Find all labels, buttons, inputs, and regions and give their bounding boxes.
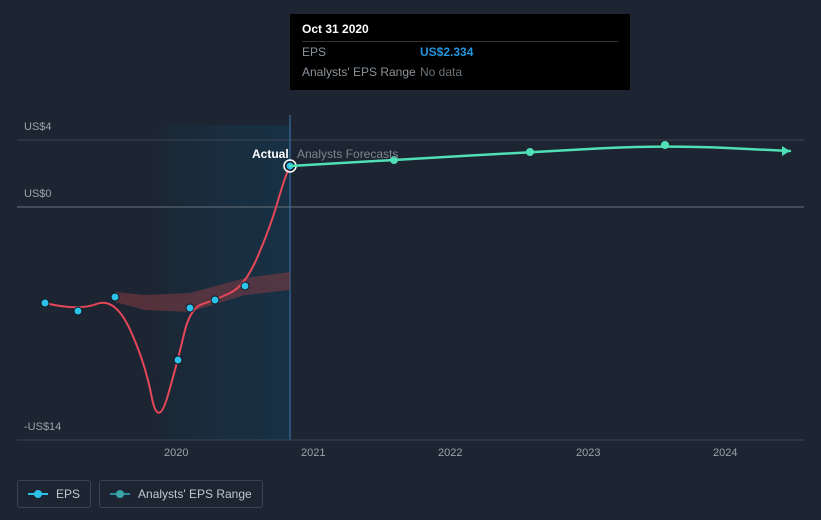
tooltip-date: Oct 31 2020: [302, 22, 618, 42]
tooltip-range-value: No data: [420, 65, 462, 79]
legend-swatch-eps: [28, 490, 48, 498]
tooltip-range-label: Analysts' EPS Range: [302, 65, 420, 79]
actual-region-label: Actual: [252, 147, 289, 161]
x-tick-label: 2024: [713, 447, 737, 459]
chart-legend: EPS Analysts' EPS Range: [17, 480, 263, 508]
eps-chart: US$4 US$0 -US$14 2020 2021 2022 2023 2024 Actu…: [17, 0, 804, 505]
chart-tooltip: Oct 31 2020 EPS US$2.334 Analysts' EPS R…: [290, 14, 630, 90]
tooltip-row-eps: EPS US$2.334: [302, 42, 618, 62]
legend-dot-eps: [34, 490, 42, 498]
tooltip-eps-value: US$2.334: [420, 45, 473, 59]
tooltip-eps-label: EPS: [302, 45, 420, 59]
y-tick-label: US$0: [24, 188, 52, 200]
legend-item-range[interactable]: Analysts' EPS Range: [99, 480, 263, 508]
x-tick-label: 2020: [164, 447, 188, 459]
x-tick-label: 2022: [438, 447, 462, 459]
x-tick-label: 2023: [576, 447, 600, 459]
tooltip-row-range: Analysts' EPS Range No data: [302, 62, 618, 82]
x-tick-label: 2021: [301, 447, 325, 459]
legend-item-eps[interactable]: EPS: [17, 480, 91, 508]
gridlines: [17, 140, 804, 440]
eps-forecast-arrow: [782, 146, 790, 156]
legend-dot-range: [116, 490, 124, 498]
y-tick-label: -US$14: [24, 421, 61, 433]
legend-label-eps: EPS: [56, 487, 80, 501]
forecast-region-label: Analysts Forecasts: [297, 147, 398, 161]
y-tick-label: US$4: [24, 121, 52, 133]
legend-label-range: Analysts' EPS Range: [138, 487, 252, 501]
eps-forecast-markers: [390, 141, 669, 164]
legend-swatch-range: [110, 490, 130, 498]
